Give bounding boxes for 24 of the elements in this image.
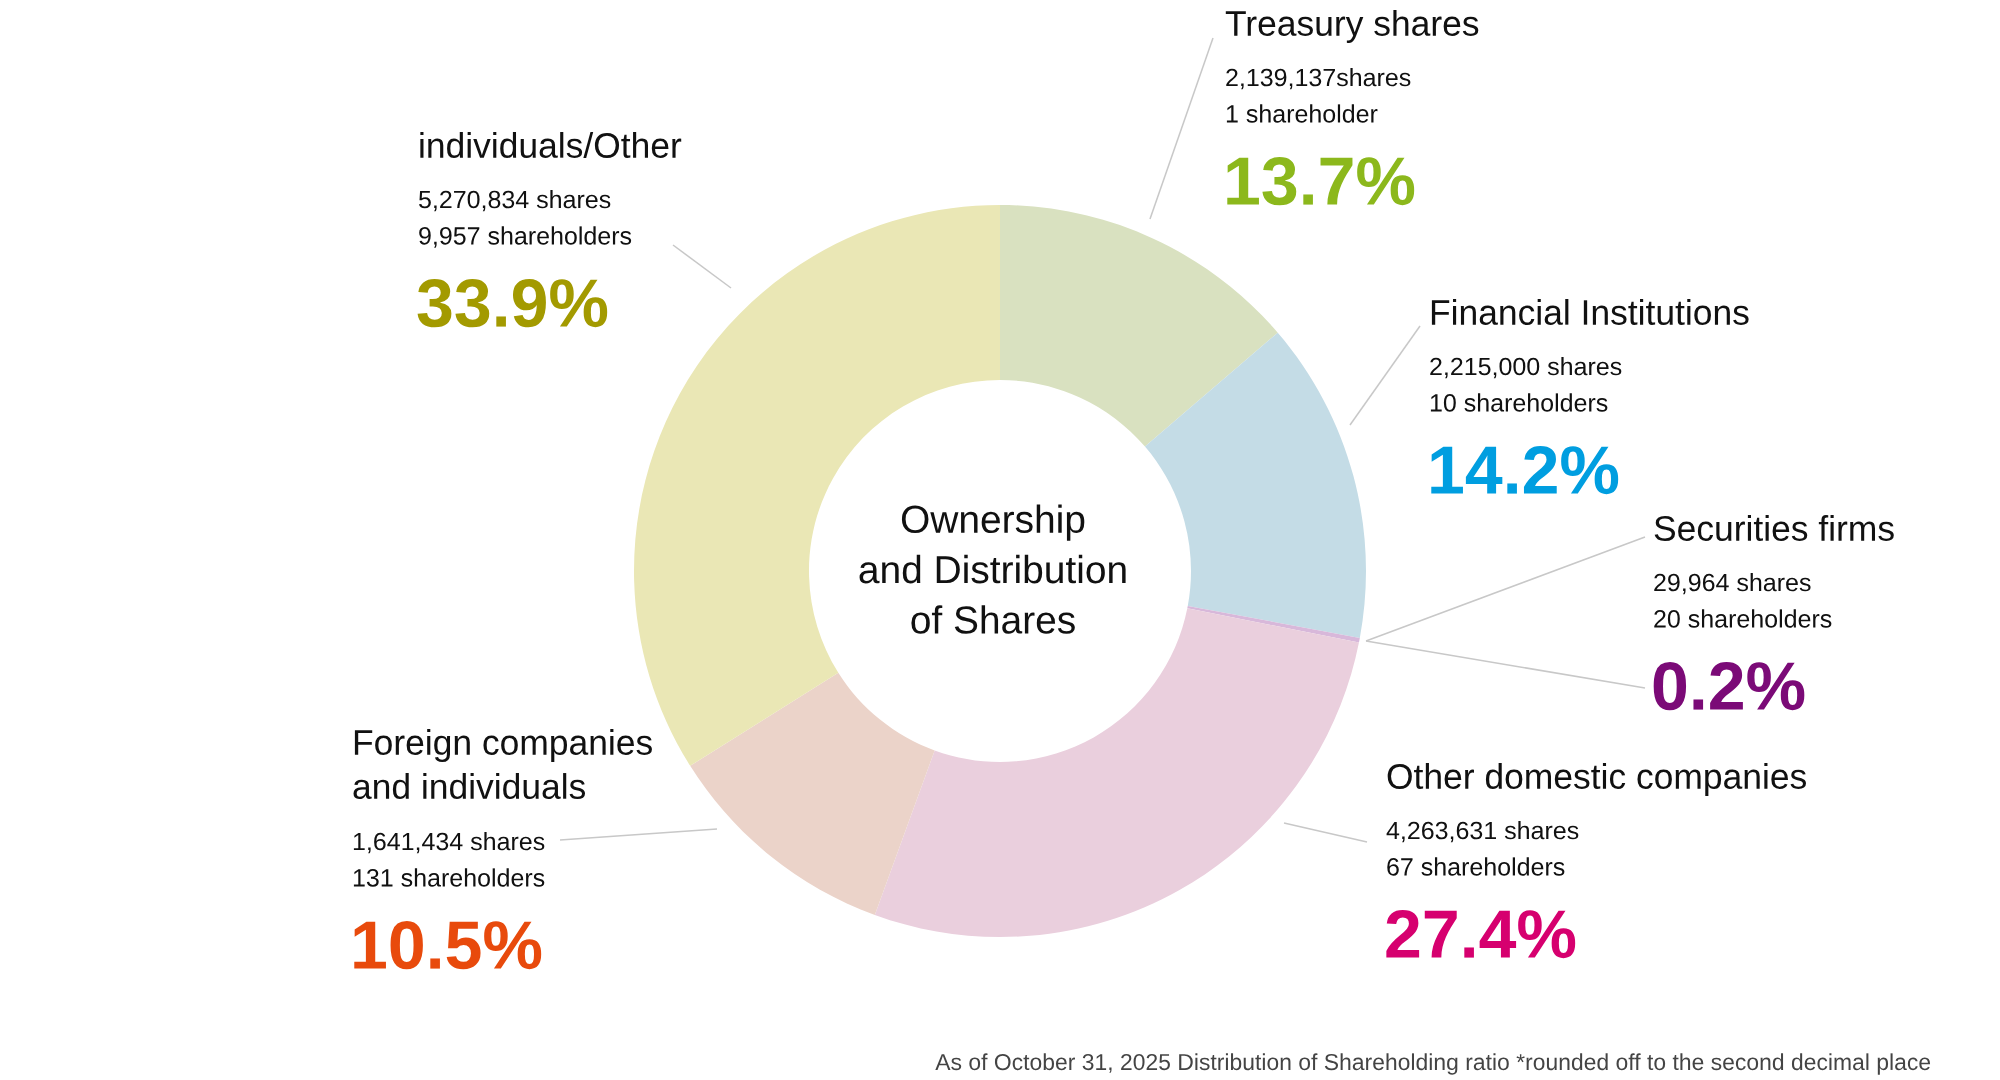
slice-label: Securities firms <box>1654 515 1894 542</box>
text: 2,215,000 shares 10 shareholders <box>1430 357 1622 412</box>
data-label: 14.2% <box>1431 446 1619 495</box>
data-label: 13.7% <box>1227 157 1415 206</box>
data-label: 33.9% <box>417 279 608 328</box>
text: 2,139,137shares 1 shareholder <box>1226 68 1411 123</box>
data-label: 0.2% <box>1653 662 1805 711</box>
text: 4,263,631 shares 67 shareholders <box>1386 821 1579 876</box>
text: 1,641,434 shares 131 shareholders <box>353 832 545 887</box>
donut-slice <box>690 672 935 915</box>
slice-label: Other domestic companies <box>1387 763 1806 797</box>
text: 29,964 shares 20 shareholders <box>1654 573 1832 628</box>
donut-slice <box>1144 332 1366 638</box>
slice-label: individuals/Other <box>420 132 682 159</box>
slice-label: Treasury shares <box>1225 10 1479 44</box>
slice-label: Foreign companies and individuals <box>353 729 652 800</box>
data-label: 27.4% <box>1386 910 1576 959</box>
donut-slice <box>1187 605 1360 643</box>
text: Ownership and Distribution of Shares <box>859 504 1126 634</box>
text: As of October 31, 2025 Distribution of Shareholding ratio *rounded off to the second decimal place <box>935 1053 1931 1075</box>
donut-slice <box>1000 205 1278 447</box>
slice-label: Financial Institutions <box>1431 299 1749 326</box>
text: 5,270,834 shares 9,957 shareholders <box>419 190 632 248</box>
data-label: 10.5% <box>354 921 542 970</box>
